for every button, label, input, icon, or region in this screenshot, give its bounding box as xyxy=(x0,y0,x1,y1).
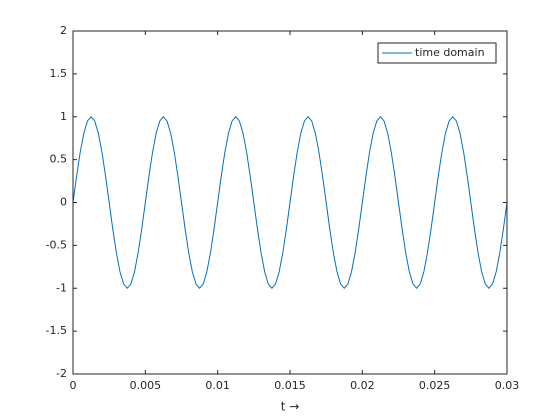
x-tick-label: 0.015 xyxy=(274,379,306,392)
legend-box xyxy=(377,42,497,64)
y-tick-label: -0.5 xyxy=(46,238,67,251)
x-tick-label: 0.02 xyxy=(350,379,375,392)
data-line xyxy=(72,115,508,290)
x-tick-label: 0 xyxy=(70,379,77,392)
legend-label: time domain xyxy=(415,46,485,59)
axes-box xyxy=(72,30,508,375)
x-tick-label: 0.025 xyxy=(419,379,451,392)
y-tick-label: -1.5 xyxy=(46,324,67,337)
y-tick-label: 1 xyxy=(60,110,67,123)
y-tick-label: 0.5 xyxy=(50,153,68,166)
y-tick-label: 2 xyxy=(60,24,67,37)
x-tick-label: 0.005 xyxy=(130,379,162,392)
y-tick-label: -1 xyxy=(56,281,67,294)
y-tick-label: 0 xyxy=(60,196,67,209)
x-axis-label: t → xyxy=(281,400,300,414)
x-tick-label: 0.03 xyxy=(495,379,520,392)
x-tick-label: 0.01 xyxy=(205,379,230,392)
y-tick-label: -2 xyxy=(56,367,67,380)
y-tick-label: 1.5 xyxy=(50,67,68,80)
